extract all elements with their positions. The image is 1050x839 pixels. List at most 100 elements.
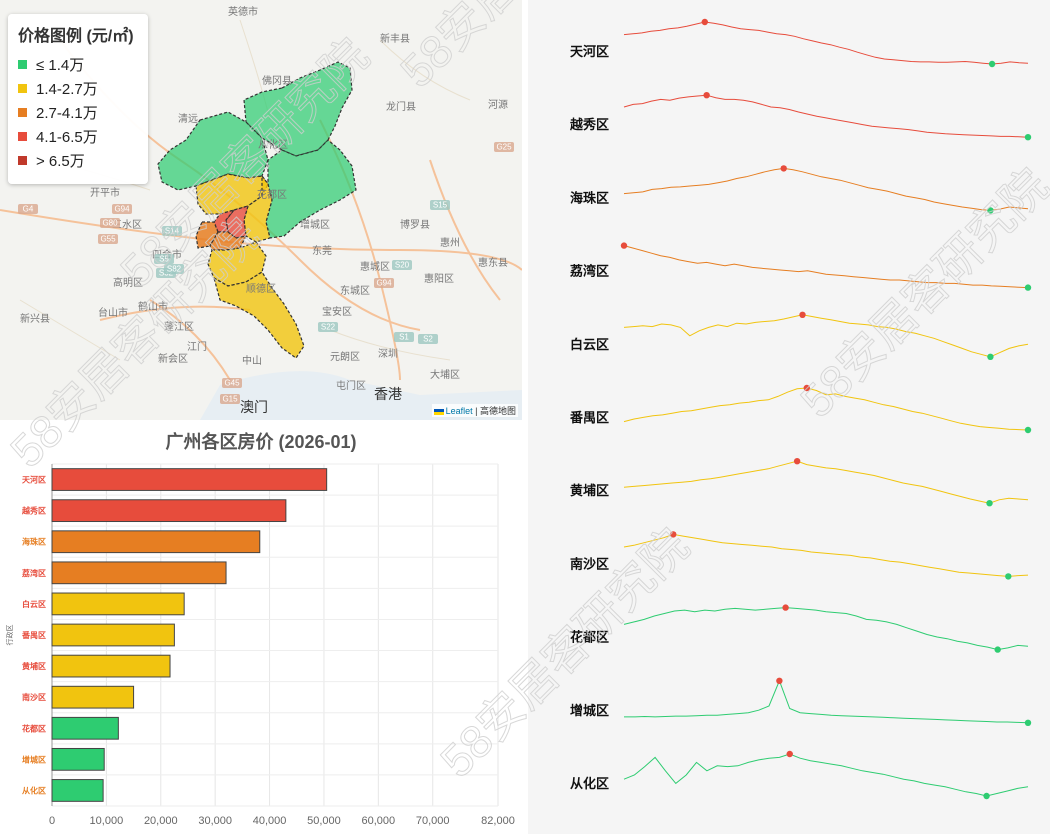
x-tick-label: 40,000 bbox=[253, 815, 287, 827]
sparkline-row: 海珠区 bbox=[570, 165, 1029, 214]
legend-swatch bbox=[18, 59, 27, 69]
map-place-label: 新丰县 bbox=[380, 32, 410, 45]
svg-text:S2: S2 bbox=[423, 335, 433, 344]
district-map[interactable]: 英德市 新丰县 佛冈县 清远 从化区 龙门县 河源 花都区 三水区 高明区 鹤山市 新会区 江门 中山 东莞… bbox=[0, 0, 522, 420]
legend-title: 价格图例 (元/㎡) bbox=[18, 28, 134, 45]
sparkline-path bbox=[624, 679, 1029, 724]
min-marker bbox=[1024, 719, 1032, 726]
min-marker bbox=[987, 353, 994, 360]
map-place-label: 屯门区 bbox=[336, 379, 366, 392]
svg-text:S5: S5 bbox=[159, 255, 169, 264]
bar[interactable] bbox=[51, 592, 185, 616]
map-place-label: 东莞 bbox=[312, 244, 332, 257]
road-shield: G94 bbox=[374, 278, 394, 288]
road-shield: G55 bbox=[98, 234, 118, 244]
map-place-label: 惠城区 bbox=[360, 260, 390, 273]
x-tick-label: 30,000 bbox=[198, 815, 232, 827]
min-marker bbox=[1005, 573, 1012, 580]
svg-text:S82: S82 bbox=[167, 265, 182, 274]
bar[interactable] bbox=[51, 530, 261, 554]
legend-item: 4.1-6.5万 bbox=[18, 124, 138, 148]
sparkline-path bbox=[623, 314, 1029, 358]
legend-label: > 6.5万 bbox=[36, 152, 85, 170]
svg-text:G55: G55 bbox=[100, 235, 116, 244]
legend-label: ≤ 1.4万 bbox=[36, 56, 85, 74]
svg-text:G25: G25 bbox=[496, 143, 512, 152]
road-shield: S5 bbox=[154, 254, 174, 264]
sparkline-row: 天河区 bbox=[570, 18, 1029, 68]
road-shield: S2 bbox=[418, 334, 438, 344]
svg-text:G94: G94 bbox=[114, 205, 130, 214]
sparkline-label: 越秀区 bbox=[569, 117, 609, 132]
max-marker bbox=[799, 311, 806, 318]
bar[interactable] bbox=[51, 623, 175, 647]
bar[interactable] bbox=[51, 654, 171, 678]
max-marker bbox=[776, 677, 783, 684]
district-haizhu[interactable] bbox=[209, 231, 248, 251]
bar[interactable] bbox=[51, 499, 287, 523]
category-label: 增城区 bbox=[22, 754, 46, 764]
map-place-label: 台山市 bbox=[98, 306, 128, 319]
amap-credit: | 高德地图 bbox=[475, 406, 516, 416]
svg-text:G4: G4 bbox=[23, 205, 34, 214]
map-place-label: 惠州 bbox=[440, 236, 460, 249]
bar[interactable] bbox=[51, 716, 119, 740]
svg-text:S1: S1 bbox=[399, 333, 409, 342]
map-place-label: 宝安区 bbox=[322, 305, 352, 318]
sparkline-path bbox=[623, 167, 1029, 211]
max-marker bbox=[701, 18, 708, 26]
bar[interactable] bbox=[51, 685, 135, 709]
min-marker bbox=[986, 500, 993, 507]
bar[interactable] bbox=[51, 468, 328, 491]
map-place-label: 新兴县 bbox=[20, 312, 50, 325]
x-tick-label: 82,000 bbox=[481, 815, 515, 827]
map-place-label: 龙门县 bbox=[386, 100, 416, 113]
sparkline-label: 番禺区 bbox=[569, 410, 609, 425]
price-bar-chart: 广州各区房价 (2026-01) 0 10,000 20,000 30,000 40,00… bbox=[0, 420, 522, 834]
price-legend: 价格图例 (元/㎡) ≤ 1.4万 1.4-2.7万 2.7-4.1万 4.1-6.5… bbox=[8, 14, 148, 184]
category-label: 南沙区 bbox=[22, 692, 46, 702]
bar-chart-title: 广州各区房价 (2026-01) bbox=[165, 431, 356, 452]
road-shield: S15 bbox=[430, 200, 450, 210]
map-place-label: 英德市 bbox=[228, 5, 258, 18]
sparkline-label: 花都区 bbox=[570, 630, 609, 645]
min-marker bbox=[988, 60, 996, 68]
max-marker bbox=[786, 750, 793, 758]
category-label: 番禺区 bbox=[21, 630, 46, 640]
x-tick-label: 60,000 bbox=[362, 815, 396, 827]
map-place-label: 元朗区 bbox=[330, 351, 360, 363]
legend-swatch bbox=[18, 107, 27, 117]
map-place-label: 深圳 bbox=[378, 348, 398, 360]
bar-chart-svg: 广州各区房价 (2026-01) 0 10,000 20,000 30,000 40,00… bbox=[5, 431, 515, 827]
road-shield: S82 bbox=[164, 264, 184, 274]
bar[interactable] bbox=[51, 561, 227, 585]
svg-text:S15: S15 bbox=[433, 201, 448, 210]
district-nansha[interactable] bbox=[213, 271, 305, 359]
sparkline-row: 从化区 bbox=[570, 750, 1029, 800]
legend-swatch bbox=[18, 131, 27, 141]
sparkline-row: 荔湾区 bbox=[569, 242, 1032, 291]
map-place-label: 新会区 bbox=[158, 352, 188, 365]
bar[interactable] bbox=[51, 747, 105, 771]
map-place-label: 江门 bbox=[187, 340, 207, 353]
legend-item: 2.7-4.1万 bbox=[18, 100, 138, 124]
min-marker bbox=[983, 792, 990, 800]
bar[interactable] bbox=[51, 779, 104, 802]
leaflet-flag-icon bbox=[433, 408, 444, 415]
max-marker bbox=[670, 531, 677, 538]
district-panyu[interactable] bbox=[207, 241, 267, 287]
map-place-label: 鹤山市 bbox=[138, 300, 168, 313]
sparkline-label: 荔湾区 bbox=[569, 264, 609, 279]
min-marker bbox=[987, 207, 994, 214]
road-shield: G94 bbox=[112, 204, 132, 214]
sparkline-label: 南沙区 bbox=[570, 556, 609, 571]
min-marker bbox=[1024, 284, 1032, 291]
leaflet-link[interactable]: Leaflet bbox=[445, 406, 473, 416]
category-label: 黄埔区 bbox=[22, 661, 46, 671]
road-shield: S14 bbox=[162, 226, 182, 236]
category-label: 从化区 bbox=[22, 785, 46, 795]
x-tick-label: 10,000 bbox=[90, 815, 124, 827]
sparkline-path bbox=[623, 94, 1029, 138]
legend-swatch bbox=[18, 83, 27, 93]
